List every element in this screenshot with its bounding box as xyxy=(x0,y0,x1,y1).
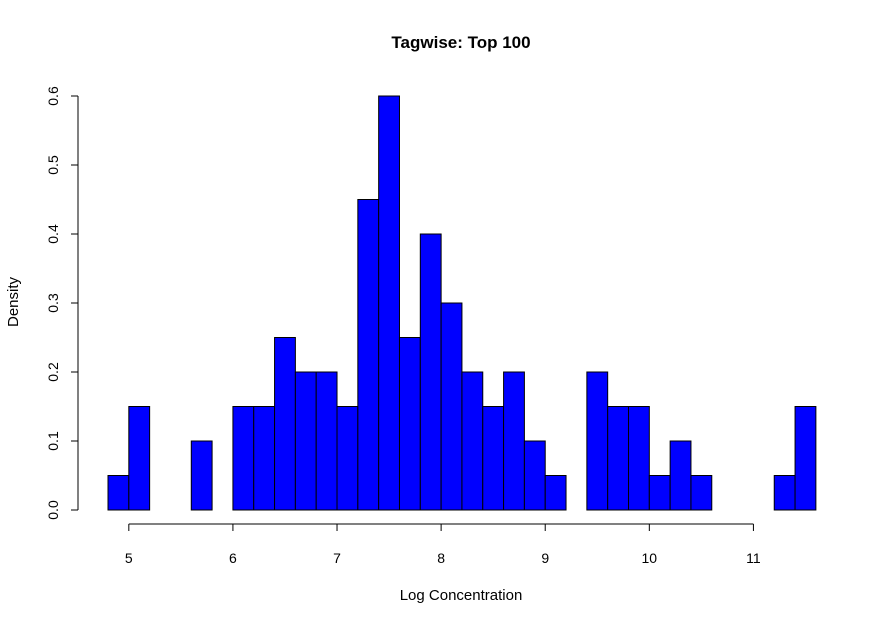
histogram-bar xyxy=(419,233,442,511)
histogram-bar xyxy=(378,95,400,511)
histogram-bar xyxy=(628,406,650,511)
histogram-bar xyxy=(544,475,567,511)
histogram-bar xyxy=(107,475,130,511)
histogram-bar xyxy=(253,406,276,511)
histogram-bar xyxy=(794,406,817,511)
x-tick-label: 11 xyxy=(746,550,761,566)
histogram-bar xyxy=(690,475,713,511)
y-tick-label: 0.6 xyxy=(45,86,61,106)
x-tick-label: 7 xyxy=(333,550,341,566)
y-tick-label: 0.0 xyxy=(45,500,61,520)
y-tick-label: 0.1 xyxy=(45,431,61,451)
x-tick-label: 8 xyxy=(437,550,445,566)
x-tick-label: 10 xyxy=(642,550,658,566)
chart-title: Tagwise: Top 100 xyxy=(391,33,530,52)
y-tick-label: 0.2 xyxy=(45,362,61,382)
histogram-bar xyxy=(461,371,484,511)
histogram-bar xyxy=(648,475,671,511)
histogram-bar xyxy=(773,475,796,511)
y-tick-label: 0.3 xyxy=(45,293,61,313)
histogram-bar xyxy=(190,440,213,511)
histogram-bar xyxy=(294,371,317,511)
histogram-bar xyxy=(503,371,525,511)
x-tick-label: 6 xyxy=(229,550,237,566)
histogram-bar xyxy=(274,337,296,511)
histogram-bar xyxy=(336,406,359,511)
y-axis: 0.0 0.1 0.2 0.3 0.4 0.5 0.6 xyxy=(45,86,79,520)
histogram-bar xyxy=(398,337,421,511)
histogram-bar xyxy=(607,406,629,511)
histogram-bar xyxy=(440,302,463,511)
bars-group xyxy=(107,95,817,511)
x-axis-label: Log Concentration xyxy=(400,587,523,604)
x-axis: 5 6 7 8 9 10 11 xyxy=(125,523,761,566)
y-axis-label: Density xyxy=(5,276,22,327)
histogram-bar xyxy=(523,440,546,511)
y-tick-label: 0.4 xyxy=(45,224,61,244)
histogram-bar xyxy=(232,406,255,511)
histogram-bar xyxy=(586,371,609,511)
histogram-bar xyxy=(128,406,151,511)
x-tick-label: 5 xyxy=(125,550,133,566)
x-tick-label: 9 xyxy=(541,550,549,566)
histogram-bar xyxy=(669,440,692,511)
histogram-bar xyxy=(357,199,380,511)
y-tick-label: 0.5 xyxy=(45,155,61,175)
histogram-bar xyxy=(482,406,505,511)
histogram-bar xyxy=(315,371,338,511)
